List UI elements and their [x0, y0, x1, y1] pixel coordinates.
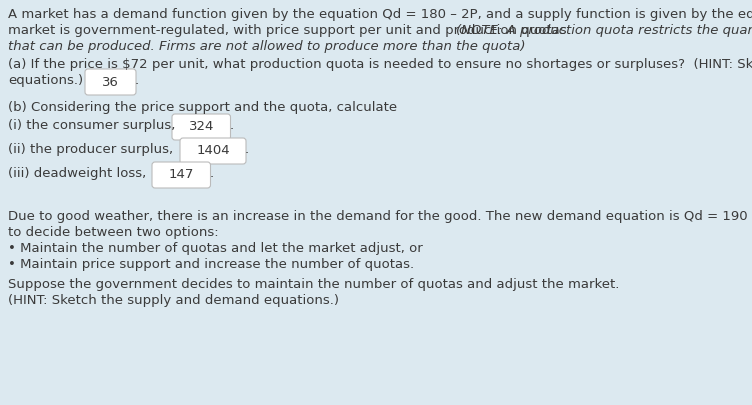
Text: 147: 147 — [168, 168, 194, 181]
Text: .: . — [135, 74, 139, 87]
Text: equations.): equations.) — [8, 74, 83, 87]
Text: Suppose the government decides to maintain the number of quotas and adjust the m: Suppose the government decides to mainta… — [8, 278, 620, 291]
Text: to decide between two options:: to decide between two options: — [8, 226, 219, 239]
Text: (ii) the producer surplus,: (ii) the producer surplus, — [8, 143, 173, 156]
Text: • Maintain the number of quotas and let the market adjust, or: • Maintain the number of quotas and let … — [8, 242, 423, 255]
FancyBboxPatch shape — [152, 162, 211, 188]
Text: (NOTE: A production quota restricts the quantity of the good: (NOTE: A production quota restricts the … — [456, 24, 752, 37]
Text: (HINT: Sketch the supply and demand equations.): (HINT: Sketch the supply and demand equa… — [8, 294, 339, 307]
Text: (a) If the price is $72 per unit, what production quota is needed to ensure no s: (a) If the price is $72 per unit, what p… — [8, 58, 752, 71]
Text: .: . — [229, 119, 234, 132]
Text: Due to good weather, there is an increase in the demand for the good. The new de: Due to good weather, there is an increas… — [8, 210, 752, 223]
FancyBboxPatch shape — [172, 114, 231, 140]
Text: .: . — [245, 143, 249, 156]
Text: that can be produced. Firms are not allowed to produce more than the quota): that can be produced. Firms are not allo… — [8, 40, 526, 53]
Text: (b) Considering the price support and the quota, calculate: (b) Considering the price support and th… — [8, 101, 397, 114]
Text: 324: 324 — [189, 121, 214, 134]
FancyBboxPatch shape — [85, 69, 136, 95]
Text: A market has a demand function given by the equation Qd = 180 – 2P, and a supply: A market has a demand function given by … — [8, 8, 752, 21]
Text: (i) the consumer surplus,: (i) the consumer surplus, — [8, 119, 175, 132]
Text: market is government-regulated, with price support per unit and production quota: market is government-regulated, with pri… — [8, 24, 575, 37]
Text: .: . — [210, 167, 214, 180]
FancyBboxPatch shape — [180, 138, 246, 164]
Text: 36: 36 — [102, 75, 119, 89]
Text: 1404: 1404 — [196, 145, 230, 158]
Text: • Maintain price support and increase the number of quotas.: • Maintain price support and increase th… — [8, 258, 414, 271]
Text: (iii) deadweight loss,: (iii) deadweight loss, — [8, 167, 146, 180]
